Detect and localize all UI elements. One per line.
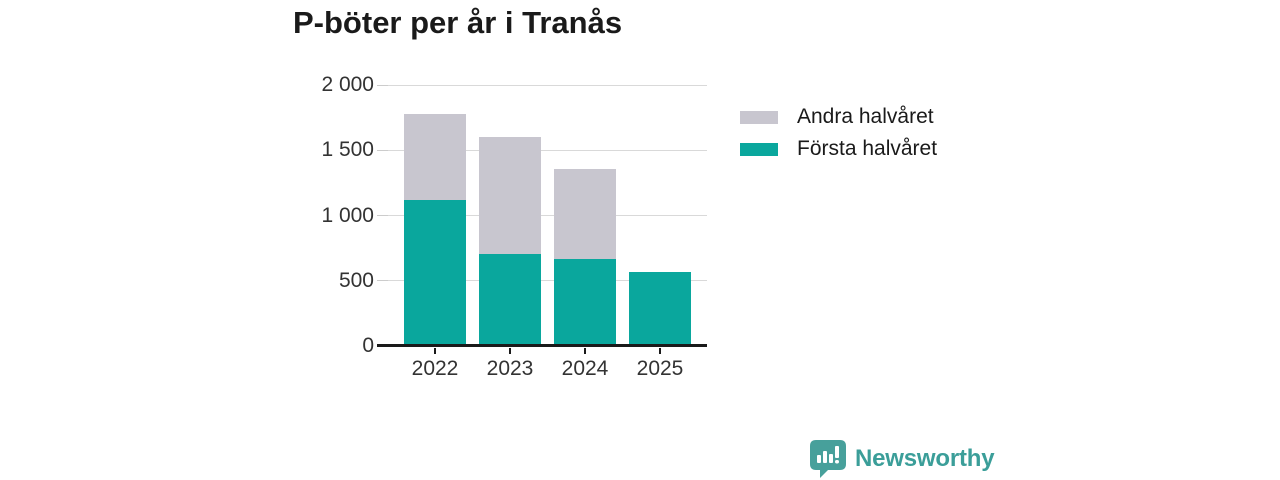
bar-segment-2024-andra-halvaret (554, 168, 616, 259)
y-axis-tick (377, 149, 388, 151)
y-axis-tick (377, 84, 388, 86)
gridline (388, 215, 707, 216)
legend-label-forsta-halvaret: Första halvåret (797, 137, 938, 160)
y-axis-tick-label: 0 (362, 334, 374, 357)
y-axis-tick-label: 1 000 (321, 203, 374, 227)
x-axis-tick (659, 348, 661, 354)
gridline (388, 280, 707, 282)
x-axis-tick-label: 2025 (636, 357, 684, 380)
bar-segment-2022-forsta-halvaret (404, 199, 466, 346)
brand-name: Newsworthy (855, 445, 995, 472)
x-axis-tick-label: 2022 (411, 357, 459, 380)
bar-segment-2024-forsta-halvaret (554, 258, 616, 346)
gridline (388, 149, 707, 151)
y-axis-tick-label: 500 (338, 268, 374, 292)
legend-swatch-andra-halvaret (740, 110, 778, 124)
y-axis-tick (377, 215, 388, 216)
legend-item-andra-halvaret: Andra halvåret (740, 101, 937, 133)
y-axis-tick-label: 2 000 (321, 73, 374, 96)
x-axis-tick (509, 348, 511, 354)
bar-segment-2023-andra-halvaret (479, 137, 541, 254)
y-axis-tick-label: 1 500 (321, 138, 374, 162)
x-axis-tick (584, 348, 586, 354)
bar-segment-2025-forsta-halvaret (629, 271, 691, 346)
x-axis-line (377, 344, 707, 347)
legend-item-forsta-halvaret: Första halvåret (740, 133, 937, 165)
chart-title: P-böter per år i Tranås (293, 5, 623, 40)
chart-legend: Andra halvåret Första halvåret (740, 101, 937, 165)
legend-swatch-forsta-halvaret (740, 142, 778, 156)
speech-bubble-bar-chart-icon (810, 440, 846, 478)
gridline (388, 84, 707, 86)
y-axis-tick (377, 280, 388, 282)
legend-label-andra-halvaret: Andra halvåret (797, 105, 934, 128)
x-axis-tick-label: 2023 (486, 357, 534, 380)
bar-segment-2023-forsta-halvaret (479, 253, 541, 346)
newsworthy-brand: Newsworthy (810, 440, 995, 478)
x-axis-tick (434, 348, 436, 354)
x-axis-tick-label: 2024 (561, 357, 609, 380)
bar-segment-2022-andra-halvaret (404, 113, 466, 200)
